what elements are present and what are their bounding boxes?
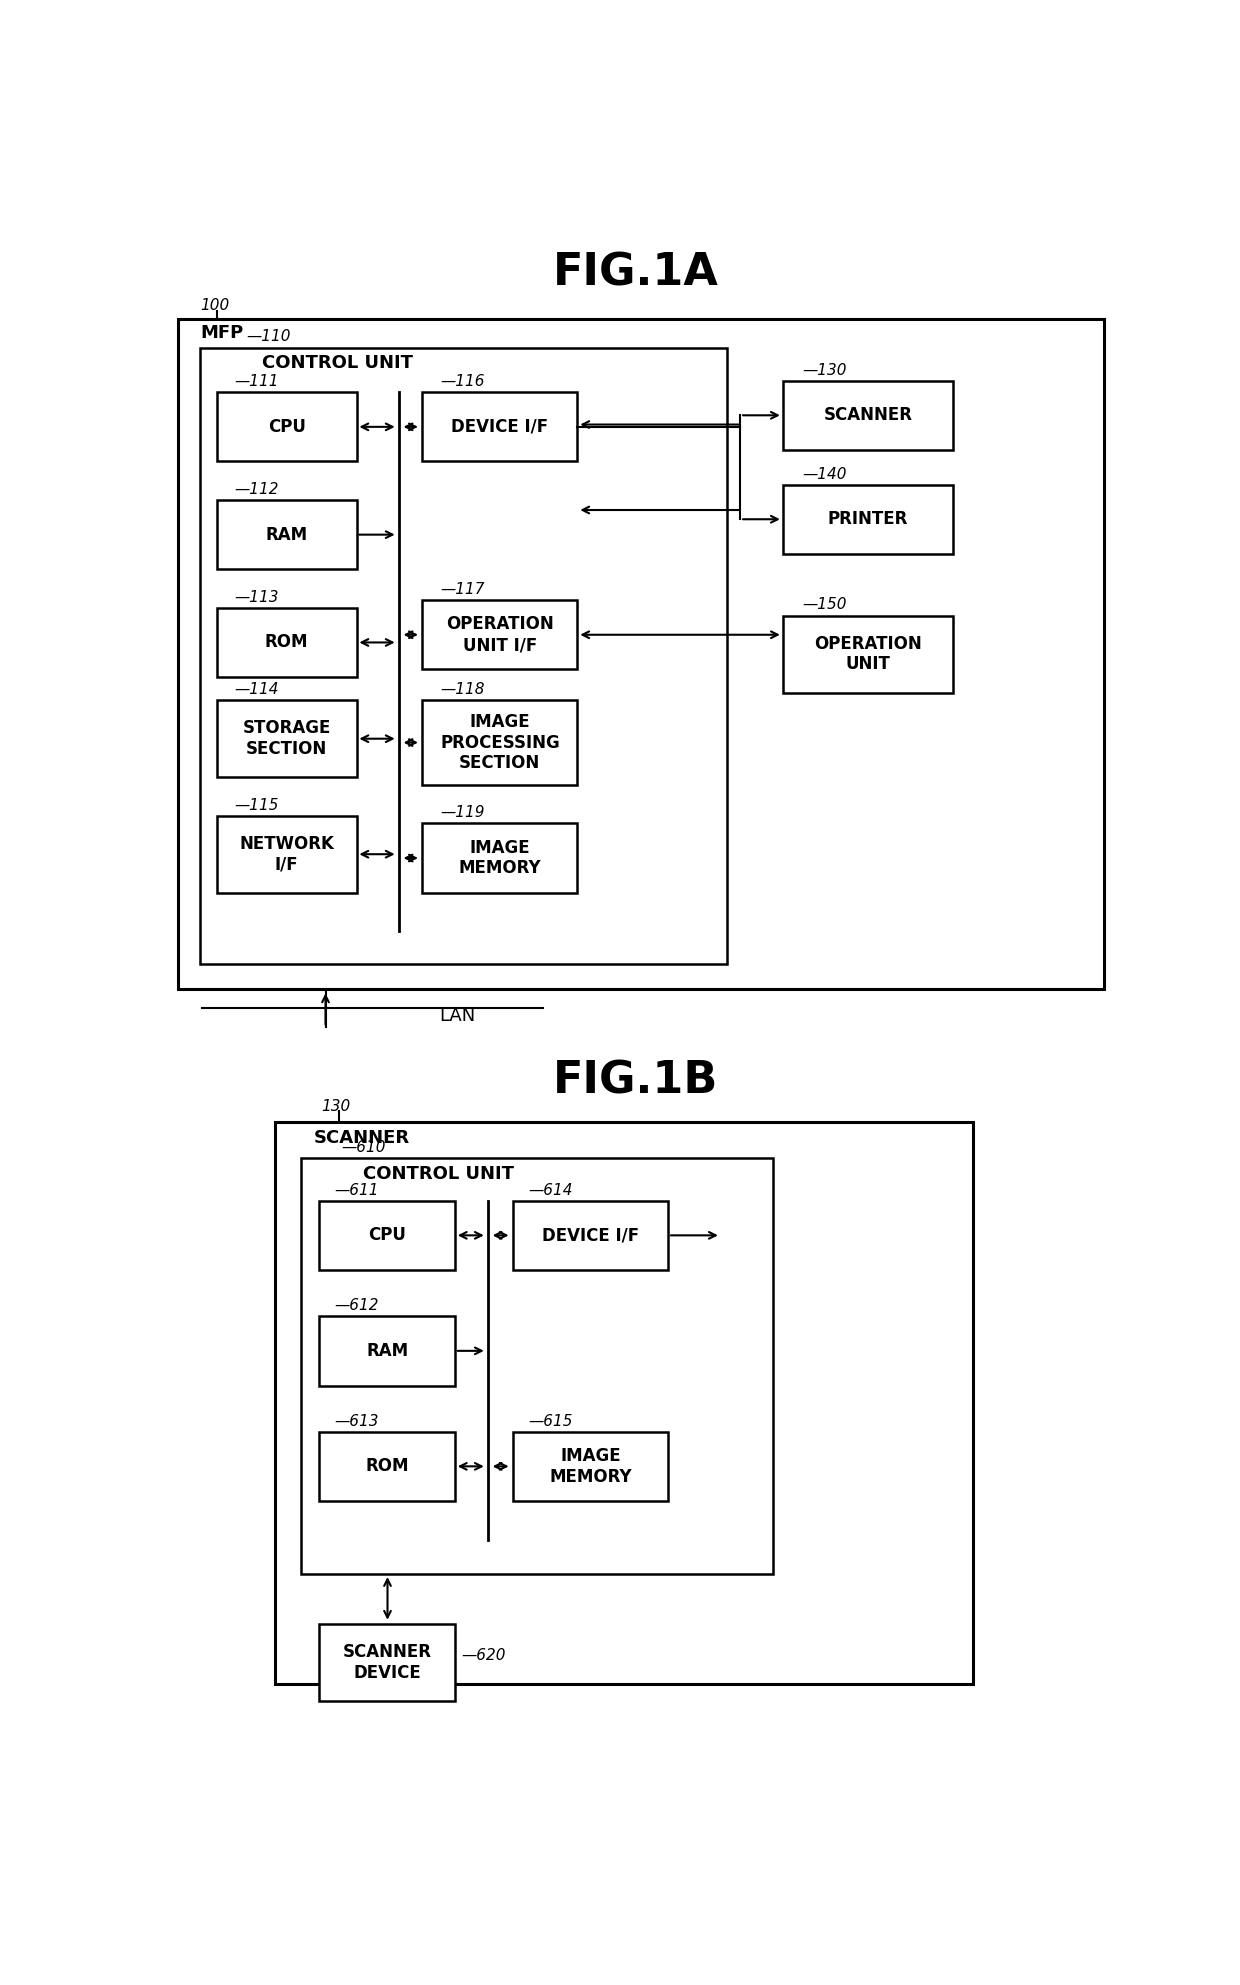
Bar bbox=[217, 607, 357, 677]
Text: —119: —119 bbox=[440, 806, 485, 820]
Text: OPERATION
UNIT: OPERATION UNIT bbox=[815, 635, 921, 673]
Text: —114: —114 bbox=[234, 683, 279, 697]
Text: —150: —150 bbox=[802, 597, 847, 613]
Text: —620: —620 bbox=[461, 1648, 506, 1663]
Bar bbox=[217, 701, 357, 778]
Bar bbox=[179, 320, 1105, 989]
Text: DEVICE I/F: DEVICE I/F bbox=[451, 419, 548, 437]
Text: —118: —118 bbox=[440, 683, 485, 697]
Text: —612: —612 bbox=[335, 1298, 379, 1314]
Text: DEVICE I/F: DEVICE I/F bbox=[542, 1227, 639, 1245]
Text: SCANNER
DEVICE: SCANNER DEVICE bbox=[342, 1644, 432, 1681]
Text: —615: —615 bbox=[528, 1413, 573, 1429]
Text: —112: —112 bbox=[234, 482, 279, 496]
Text: RAM: RAM bbox=[366, 1342, 408, 1360]
Text: SCANNER: SCANNER bbox=[314, 1129, 410, 1147]
Text: RAM: RAM bbox=[265, 526, 308, 544]
Text: FIG.1A: FIG.1A bbox=[553, 252, 718, 294]
Text: —117: —117 bbox=[440, 582, 485, 597]
Bar bbox=[423, 599, 578, 669]
Text: —130: —130 bbox=[802, 363, 847, 377]
Bar bbox=[320, 1624, 455, 1701]
Text: —115: —115 bbox=[234, 798, 279, 812]
Bar bbox=[423, 393, 578, 461]
Text: CPU: CPU bbox=[268, 419, 306, 437]
Bar bbox=[513, 1431, 668, 1501]
Text: —110: —110 bbox=[247, 330, 291, 345]
Text: —111: —111 bbox=[234, 373, 279, 389]
Bar bbox=[320, 1201, 455, 1270]
Bar bbox=[301, 1159, 774, 1574]
Bar bbox=[782, 615, 954, 693]
Text: LAN: LAN bbox=[439, 1006, 475, 1024]
Text: ROM: ROM bbox=[265, 633, 309, 651]
Text: 130: 130 bbox=[321, 1100, 351, 1114]
Text: ROM: ROM bbox=[366, 1457, 409, 1475]
Text: —116: —116 bbox=[440, 373, 485, 389]
Bar bbox=[275, 1122, 972, 1683]
Bar bbox=[217, 500, 357, 570]
Text: 100: 100 bbox=[200, 298, 229, 314]
Text: CONTROL UNIT: CONTROL UNIT bbox=[262, 353, 413, 371]
Text: —140: —140 bbox=[802, 466, 847, 482]
Text: —113: —113 bbox=[234, 590, 279, 605]
Text: IMAGE
PROCESSING
SECTION: IMAGE PROCESSING SECTION bbox=[440, 713, 559, 772]
Text: CONTROL UNIT: CONTROL UNIT bbox=[363, 1165, 513, 1183]
Text: SCANNER: SCANNER bbox=[823, 407, 913, 425]
Text: OPERATION
UNIT I/F: OPERATION UNIT I/F bbox=[446, 615, 554, 655]
Bar bbox=[200, 347, 727, 963]
Bar bbox=[423, 824, 578, 893]
Text: CPU: CPU bbox=[368, 1227, 405, 1245]
Text: PRINTER: PRINTER bbox=[828, 510, 908, 528]
Text: IMAGE
MEMORY: IMAGE MEMORY bbox=[549, 1447, 632, 1485]
Bar bbox=[513, 1201, 668, 1270]
Text: IMAGE
MEMORY: IMAGE MEMORY bbox=[459, 838, 541, 877]
Bar bbox=[782, 484, 954, 554]
Text: —614: —614 bbox=[528, 1183, 573, 1197]
Bar bbox=[217, 393, 357, 461]
Bar bbox=[320, 1431, 455, 1501]
Text: MFP: MFP bbox=[200, 324, 243, 341]
Bar bbox=[423, 701, 578, 784]
Bar bbox=[217, 816, 357, 893]
Text: —611: —611 bbox=[335, 1183, 379, 1197]
Text: STORAGE
SECTION: STORAGE SECTION bbox=[243, 719, 331, 758]
Text: —613: —613 bbox=[335, 1413, 379, 1429]
Text: —610: —610 bbox=[341, 1139, 386, 1155]
Text: NETWORK
I/F: NETWORK I/F bbox=[239, 836, 335, 873]
Text: FIG.1B: FIG.1B bbox=[553, 1060, 718, 1104]
Bar bbox=[782, 381, 954, 451]
Bar bbox=[320, 1316, 455, 1386]
